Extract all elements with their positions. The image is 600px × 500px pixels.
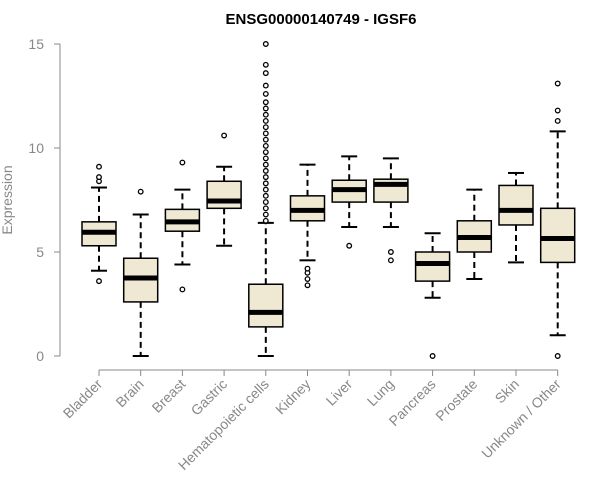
- box-skin: [498, 171, 534, 264]
- y-tick-label: 10: [28, 140, 44, 156]
- box-gastric: [206, 132, 242, 247]
- outlier-point: [262, 41, 269, 47]
- outlier-point: [262, 205, 269, 212]
- boxes-layer: [81, 41, 576, 359]
- outlier-point: [262, 90, 269, 97]
- outlier-point: [96, 163, 102, 170]
- outlier-point: [554, 353, 561, 359]
- box-hematopoietic-cells: [248, 41, 284, 357]
- x-category-label: Unknown / Other: [478, 376, 564, 462]
- outlier-point: [262, 174, 269, 181]
- x-category-label: Lung: [364, 376, 397, 409]
- iqr-box: [539, 207, 576, 264]
- outlier-point: [262, 61, 269, 68]
- outlier-point: [262, 142, 269, 149]
- outlier-point: [262, 217, 269, 224]
- outlier-point: [262, 167, 269, 174]
- x-category-label: Prostate: [432, 376, 480, 424]
- outlier-point: [262, 130, 269, 137]
- x-category-label: Liver: [323, 376, 356, 409]
- x-category-label: Kidney: [272, 376, 314, 418]
- iqr-box: [414, 251, 451, 282]
- outlier-point: [262, 180, 269, 187]
- box-bladder: [81, 163, 117, 285]
- iqr-box: [248, 283, 284, 328]
- y-tick-label: 15: [28, 36, 44, 52]
- outlier-point: [262, 211, 269, 218]
- x-category-label: Bladder: [60, 376, 106, 422]
- outlier-point: [554, 80, 561, 87]
- outlier-point: [96, 278, 102, 285]
- outlier-point: [137, 188, 144, 195]
- outlier-point: [387, 257, 394, 264]
- outlier-point: [304, 276, 311, 282]
- x-category-label: Brain: [112, 376, 146, 410]
- iqr-box: [206, 180, 242, 210]
- outlier-point: [262, 161, 269, 168]
- outlier-point: [554, 107, 561, 114]
- outlier-point: [262, 192, 269, 199]
- outlier-point: [262, 155, 269, 162]
- outlier-point: [96, 174, 102, 181]
- iqr-box: [498, 184, 534, 226]
- y-tick-label: 5: [36, 244, 44, 260]
- box-lung: [373, 157, 409, 264]
- x-category-label: Skin: [492, 376, 523, 407]
- outlier-point: [262, 70, 269, 77]
- outlier-point: [262, 99, 269, 106]
- outlier-point: [262, 82, 269, 89]
- y-axis: 0 5 10 15: [28, 36, 61, 364]
- box-prostate: [456, 188, 493, 281]
- outlier-point: [262, 124, 269, 131]
- outlier-point: [262, 111, 269, 118]
- outlier-point: [429, 353, 436, 359]
- box-unknown-other: [539, 80, 576, 359]
- outlier-point: [387, 249, 394, 255]
- y-tick-label: 0: [36, 348, 44, 364]
- outlier-point: [262, 186, 269, 193]
- outlier-point: [221, 132, 228, 139]
- outlier-point: [554, 118, 561, 124]
- outlier-point: [262, 105, 269, 112]
- chart-title: ENSG00000140749 - IGSF6: [226, 11, 417, 28]
- y-axis-title: Expression: [0, 165, 15, 234]
- outlier-point: [262, 199, 269, 206]
- box-brain: [122, 188, 159, 357]
- box-kidney: [289, 163, 326, 289]
- outlier-point: [262, 149, 269, 156]
- outlier-point: [179, 159, 186, 166]
- outlier-point: [346, 242, 353, 249]
- x-category-label: Breast: [149, 376, 189, 416]
- outlier-point: [179, 286, 186, 293]
- outlier-point: [262, 136, 269, 143]
- outlier-point: [262, 118, 269, 124]
- outlier-point: [304, 265, 311, 272]
- box-pancreas: [414, 232, 451, 359]
- box-liver: [331, 155, 367, 249]
- outlier-point: [304, 282, 311, 289]
- box-breast: [164, 159, 201, 293]
